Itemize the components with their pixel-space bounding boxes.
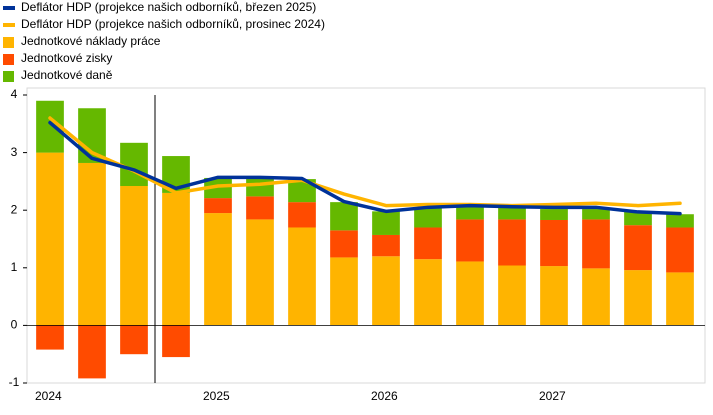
x-tick-label: 2027: [539, 389, 566, 403]
bar: [456, 261, 484, 326]
bar: [582, 219, 610, 269]
x-tick-label: 2025: [203, 389, 230, 403]
x-tick-label: 2024: [35, 389, 62, 403]
bar: [162, 192, 190, 326]
legend-label: Deflátor HDP (projekce našich odborníků,…: [21, 17, 325, 31]
bar: [372, 211, 400, 235]
bar: [120, 142, 148, 187]
bar: [246, 177, 274, 197]
bar: [540, 209, 568, 220]
bar: [120, 325, 148, 355]
bar: [288, 179, 316, 203]
bar: [288, 202, 316, 228]
y-tick-label: 1: [11, 260, 18, 274]
legend-swatch: [3, 54, 14, 65]
bar: [666, 272, 694, 326]
bar: [204, 198, 232, 214]
bar: [204, 177, 232, 199]
bar: [330, 202, 358, 231]
y-tick-label: -1: [9, 375, 20, 389]
bar: [666, 227, 694, 273]
legend-swatch: [3, 23, 15, 27]
bar: [624, 211, 652, 226]
bar: [498, 207, 526, 220]
bar: [288, 227, 316, 326]
line: [48, 116, 682, 208]
bar: [78, 108, 106, 163]
bar: [204, 213, 232, 326]
bar: [246, 196, 274, 220]
legend-swatch: [3, 6, 15, 10]
plot-frame: [26, 87, 706, 384]
bar: [498, 265, 526, 326]
legend-label: Jednotkové daně: [21, 68, 113, 82]
bar: [666, 214, 694, 228]
line: [48, 120, 682, 216]
legend-label: Jednotkové náklady práce: [21, 34, 161, 48]
bar: [36, 325, 64, 350]
bar: [414, 259, 442, 326]
bar: [456, 205, 484, 220]
bar: [246, 219, 274, 326]
legend-swatch: [3, 71, 14, 82]
x-tick-label: 2026: [371, 389, 398, 403]
bar: [414, 207, 442, 228]
legend-label: Deflátor HDP (projekce našich odborníků,…: [21, 0, 316, 14]
bar: [330, 230, 358, 258]
bar: [36, 152, 64, 326]
legend-label: Jednotkové zisky: [21, 51, 112, 65]
bar: [372, 234, 400, 257]
bar: [78, 325, 106, 379]
y-tick-label: 0: [11, 318, 18, 332]
bar: [414, 227, 442, 260]
bar: [372, 256, 400, 326]
bar: [624, 270, 652, 326]
bar: [624, 225, 652, 271]
bar: [540, 219, 568, 267]
legend-swatch: [3, 37, 14, 48]
bar: [120, 186, 148, 326]
bar: [456, 219, 484, 262]
bar: [78, 162, 106, 326]
bar: [330, 257, 358, 326]
bar: [540, 266, 568, 326]
bar: [582, 209, 610, 220]
y-tick-label: 3: [11, 145, 18, 159]
y-tick-label: 4: [11, 87, 18, 101]
bar: [498, 219, 526, 266]
bar: [582, 268, 610, 326]
y-tick-label: 2: [11, 202, 18, 216]
bar: [162, 325, 190, 358]
